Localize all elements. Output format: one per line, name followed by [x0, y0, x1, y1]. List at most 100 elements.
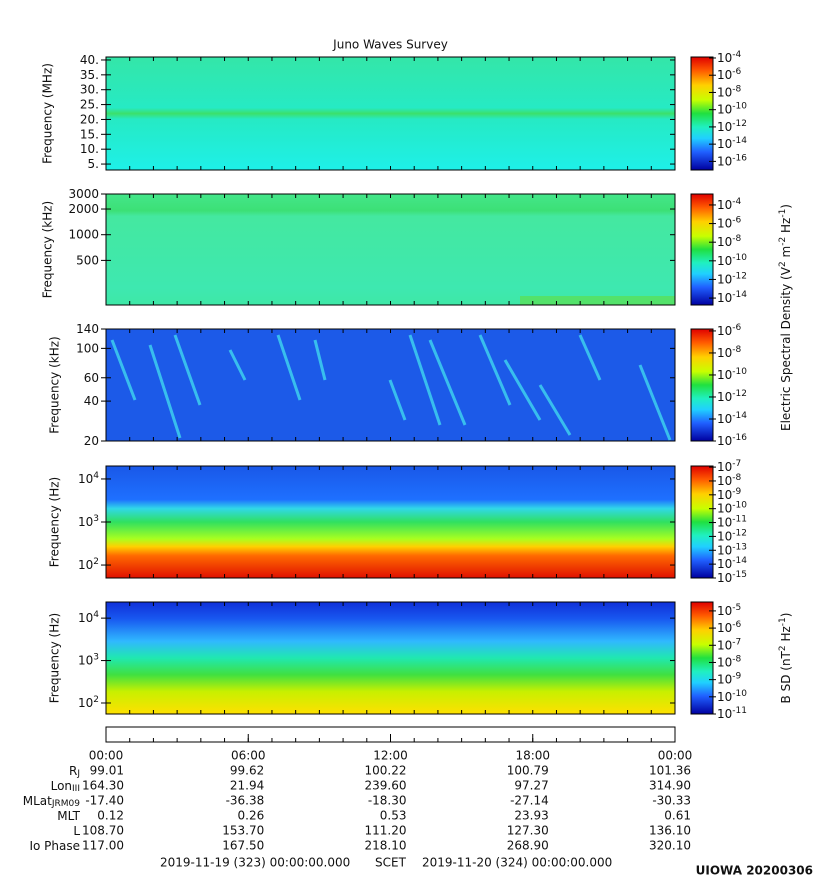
y-tick-label: 1000	[68, 227, 99, 241]
text-span: Hz	[779, 626, 793, 645]
text-span: 10	[717, 515, 732, 529]
colorbar-tick-label: 10-9	[717, 487, 742, 502]
text-span: 10	[717, 85, 732, 99]
ephemeris-value: 117.00	[82, 839, 124, 853]
colorbar-tick-label: 10-12	[717, 528, 747, 543]
text-span: 60	[84, 370, 99, 384]
colorbar-tick-label: 10-11	[717, 706, 747, 721]
text-span: 35.	[80, 67, 99, 81]
y-tick-label: 100	[76, 341, 99, 355]
text-span: 30.	[80, 82, 99, 96]
text-span: 140	[76, 322, 99, 336]
superscript: -4	[732, 197, 741, 207]
ephemeris-value: -30.33	[652, 794, 691, 808]
superscript: J	[76, 769, 80, 779]
text-span: 10	[717, 102, 732, 116]
superscript: -16	[732, 153, 747, 163]
footer-end: 2019-11-20 (324) 00:00:00.000	[422, 856, 612, 870]
ephemeris-value: 268.90	[507, 839, 549, 853]
colorbar	[690, 601, 714, 715]
superscript: -7	[732, 637, 741, 647]
footer-middle: SCET	[375, 856, 407, 870]
text-span: 10	[717, 543, 732, 557]
ephemeris-value: 0.53	[380, 809, 407, 823]
y-tick-label: 500	[76, 253, 99, 267]
colorbar-tick-label: 10-4	[717, 197, 742, 212]
superscript: 2	[93, 557, 99, 567]
colorbar-tick-label: 10-15	[717, 570, 747, 585]
colorbar-tick-label: 10-12	[717, 271, 747, 286]
superscript: -14	[732, 556, 747, 566]
text-span: Electric Spectral Density (V	[779, 266, 793, 431]
y-tick-label: 104	[78, 471, 99, 486]
superscript: -14	[732, 411, 747, 421]
colorbar-tick-label: 10-8	[717, 84, 742, 99]
text-span: 10	[717, 235, 732, 249]
ephemeris-value: 239.60	[365, 779, 407, 793]
superscript: -6	[732, 215, 741, 225]
footer-stamp: UIOWA 20200306	[696, 864, 813, 878]
superscript: 2	[778, 261, 788, 267]
y-tick-label: 103	[78, 652, 99, 667]
y-tick-label: 25.	[80, 97, 99, 111]
y-tick-label: 20.	[80, 112, 99, 126]
superscript: -8	[732, 473, 741, 483]
spectrogram	[106, 57, 675, 170]
ephemeris-value: 218.10	[365, 839, 407, 853]
y-axis-label: Frequency (kHz)	[48, 336, 62, 433]
text-span: 10	[78, 653, 93, 667]
spectrogram	[106, 602, 675, 714]
text-span: 10	[717, 411, 732, 425]
text-span: 10	[717, 501, 732, 515]
text-span: 10	[78, 558, 93, 572]
text-span: 10	[717, 291, 732, 305]
text-span: MLT	[57, 809, 80, 823]
ephemeris-value: -18.30	[368, 794, 407, 808]
superscript: -8	[732, 234, 741, 244]
x-tick-label: 06:00	[231, 749, 266, 763]
y-tick-label: 3000	[68, 187, 99, 201]
colorbar-tick-label: 10-12	[717, 389, 747, 404]
text-span: 500	[76, 253, 99, 267]
spectrogram	[106, 194, 675, 305]
text-span: 10	[717, 345, 732, 359]
text-span: 10	[717, 603, 732, 617]
y-axis-label: Frequency (MHz)	[41, 63, 55, 164]
ephemeris-value: 0.61	[664, 809, 691, 823]
ephemeris-value: 320.10	[649, 839, 691, 853]
superscript: -12	[732, 389, 747, 399]
ephemeris-value: 111.20	[365, 824, 407, 838]
superscript: -7	[732, 459, 741, 469]
superscript: -9	[732, 487, 741, 497]
text-span: 100	[76, 341, 99, 355]
superscript: -10	[732, 501, 747, 511]
superscript: -4	[732, 50, 741, 60]
ephemeris-value: 136.10	[649, 824, 691, 838]
text-span: 10	[717, 216, 732, 230]
text-span: 10	[717, 389, 732, 403]
superscript: -10	[732, 102, 747, 112]
colorbar-tick-label: 10-8	[717, 345, 742, 360]
superscript: JRM09	[51, 799, 80, 809]
ephemeris-value: 99.01	[90, 764, 124, 778]
colorbar	[690, 328, 714, 442]
colorbar-tick-label: 10-16	[717, 433, 747, 448]
text-span: 15.	[80, 127, 99, 141]
superscript: 3	[93, 652, 99, 662]
ephemeris-value: 0.12	[97, 809, 124, 823]
text-span: 10	[717, 689, 732, 703]
y-tick-label: 20	[84, 434, 99, 448]
text-span: 5.	[88, 157, 99, 171]
ephemeris-value: 314.90	[649, 779, 691, 793]
text-span: 10	[78, 611, 93, 625]
ephemeris-value: 23.93	[514, 809, 548, 823]
text-span: Lon	[51, 779, 72, 793]
superscript: -9	[732, 672, 741, 682]
superscript: -14	[732, 136, 747, 146]
spectrogram-feature	[520, 296, 675, 305]
y-tick-label: 40.	[80, 52, 99, 66]
ephemeris-value: 97.27	[514, 779, 548, 793]
colorbar-tick-label: 10-11	[717, 514, 747, 529]
text-span: 10	[717, 119, 732, 133]
text-span: B SD (nT	[779, 650, 793, 703]
